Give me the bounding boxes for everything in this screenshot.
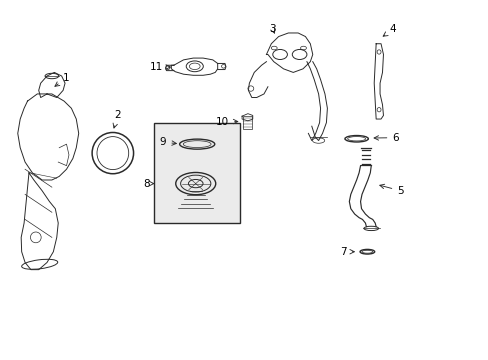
- Bar: [154, 123, 239, 223]
- Text: 5: 5: [379, 184, 403, 196]
- Text: 7: 7: [340, 247, 354, 257]
- Text: 6: 6: [373, 133, 398, 143]
- Text: 2: 2: [113, 111, 121, 128]
- Text: 1: 1: [55, 73, 70, 86]
- Text: 9: 9: [160, 138, 176, 147]
- Text: 8: 8: [143, 179, 154, 189]
- Text: 4: 4: [383, 24, 396, 36]
- Text: 3: 3: [269, 24, 276, 35]
- Bar: [243, 116, 251, 129]
- Text: 11: 11: [150, 62, 170, 72]
- Text: 10: 10: [216, 117, 237, 127]
